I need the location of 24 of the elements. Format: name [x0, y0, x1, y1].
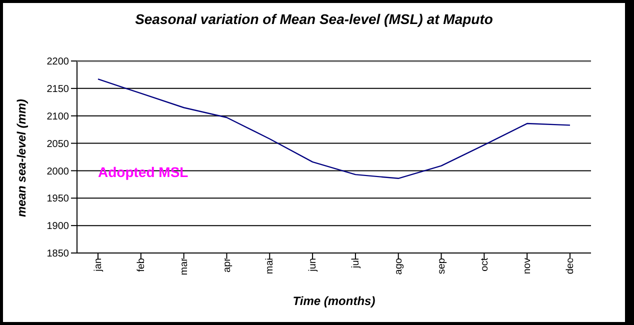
x-tick-label: jul [350, 258, 362, 270]
line-series [97, 78, 571, 179]
y-tick-label: 2050 [46, 138, 70, 150]
y-tick-label: 2000 [46, 166, 70, 178]
x-axis-title: Time (months) [292, 294, 376, 308]
x-tick-label: ago [393, 258, 404, 275]
x-tick-label: mai [264, 258, 276, 274]
x-tick-label: oct [479, 258, 490, 272]
x-tick-label: sep [436, 258, 448, 274]
y-tick-label: 1850 [46, 248, 70, 260]
x-tick-label: dec [565, 258, 576, 274]
y-tick-label: 1900 [46, 221, 70, 232]
y-tick-label: 1950 [46, 194, 70, 205]
y-tick-label: 2200 [46, 56, 70, 68]
x-tick-label: jun [308, 258, 319, 272]
x-tick-label: apr [222, 257, 233, 272]
chart-title: Seasonal variation of Mean Sea-level (MSL) at Maputo [134, 11, 494, 27]
x-tick-label: feb [136, 258, 148, 272]
x-tick-label: jan [93, 258, 104, 272]
y-tick-label: 2150 [46, 84, 70, 95]
x-tick-label: mar [178, 257, 190, 276]
y-tick-label: 2100 [46, 111, 70, 122]
y-axis-title: mean sea-level (mm) [14, 98, 28, 217]
x-tick-label: nov [522, 258, 534, 274]
